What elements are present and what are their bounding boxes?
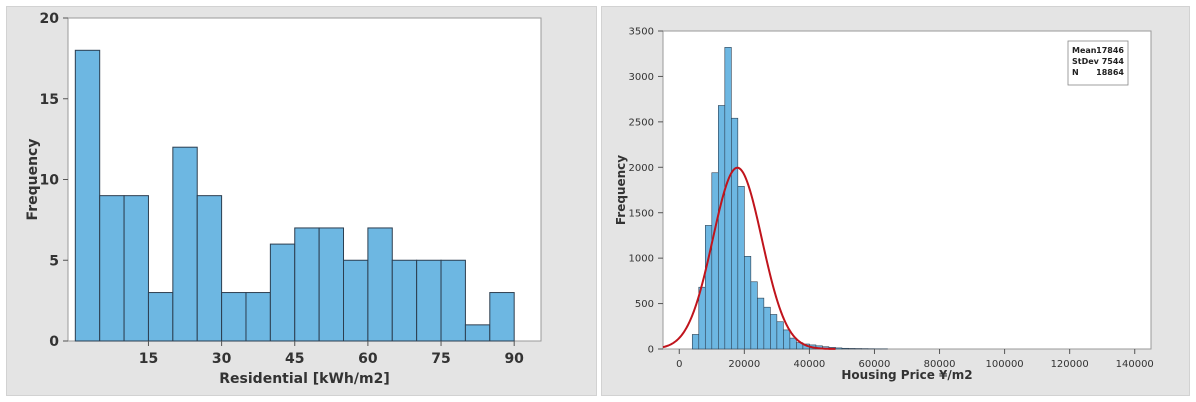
normal-fit-curve [662,166,836,350]
residential-bar [74,49,101,342]
stats-legend-box [1067,40,1129,86]
y-tick-label: 20 [40,11,60,27]
residential-bar [489,292,515,342]
x-tick-label: 40000 [793,359,825,370]
residential-bar [367,227,393,342]
y-tick-label: 10 [40,173,60,189]
housing-price-bar [698,286,706,350]
x-tick-label: 90 [504,351,524,367]
y-tick-label: 3000 [629,72,654,83]
residential-histogram-panel: 0 5 10 15 20 15 30 45 60 75 90 Residential [kWh/m2]… [6,6,597,396]
residential-bar [196,195,223,342]
housing-price-bar [750,281,758,350]
x-axis-title: Residential [kWh/m2] [219,371,389,387]
x-tick-label: 20000 [728,359,760,370]
x-axis-title: Housing Price ¥/m2 [841,368,972,382]
residential-bar [440,259,466,342]
residential-bar [391,259,418,342]
housing-price-bar [757,297,765,350]
housing-price-bar [835,347,843,350]
y-tick-label: 0 [49,334,59,350]
housing-price-bar [763,306,771,350]
housing-price-bar [737,186,745,350]
x-tick-label: 30 [212,351,232,367]
stats-value-n: 18864 [1096,68,1124,77]
residential-bar [416,259,442,342]
y-tick-label: 1500 [629,208,654,219]
x-tick-label: 100000 [986,359,1024,370]
x-tick-label: 0 [676,359,682,370]
x-tick-label: 140000 [1116,359,1154,370]
stats-label-mean: Mean [1072,46,1097,55]
y-tick-label: 2000 [629,163,654,174]
y-tick-label: 2500 [629,117,654,128]
housing-price-bar [711,172,719,350]
residential-bar [464,324,491,342]
housing-price-bar [783,329,791,350]
y-tick-label: 0 [648,345,654,356]
housing-price-bar [776,321,784,350]
housing-price-bar [744,256,752,350]
residential-bar [318,227,345,342]
housing-price-bar [841,347,849,350]
housing-price-bar [731,117,739,350]
x-tick-label: 60 [358,351,378,367]
y-axis-title: Frequency [614,155,628,225]
stats-value-stdev: 7544 [1102,57,1125,66]
stats-label-n: N [1072,68,1079,77]
residential-bar [269,243,296,342]
housing-price-bar [724,47,732,350]
housing-price-histogram: 0 500 1000 1500 2000 2500 3000 3500 0 20000 40000 6… [614,27,1154,382]
housing-price-bar [789,337,797,350]
housing-price-bar [848,348,856,350]
residential-histogram: 0 5 10 15 20 15 30 45 60 75 90 Residential [kWh/m2]… [25,11,542,387]
housing-price-histogram-panel: 0 500 1000 1500 2000 2500 3000 3500 0 20000 40000 6… [601,6,1190,396]
housing-price-bar [770,314,778,350]
housing-price-bar [691,334,700,350]
residential-bar [172,146,198,342]
y-tick-label: 15 [40,92,59,108]
residential-bar [294,227,320,342]
y-tick-label: 1000 [629,254,654,265]
y-tick-label: 500 [635,299,654,310]
x-tick-label: 45 [285,351,304,367]
residential-bar [99,195,125,342]
residential-bar [221,292,247,342]
x-tick-label: 15 [139,351,158,367]
x-tick-label: 80000 [924,359,956,370]
y-tick-label: 5 [49,253,59,269]
stats-value-mean: 17846 [1096,46,1124,55]
residential-bar [123,195,149,342]
x-tick-label: 120000 [1051,359,1089,370]
x-tick-label: 60000 [859,359,891,370]
residential-bar [245,292,271,342]
y-axis-title: Frequency [25,139,41,221]
x-tick-label: 75 [431,351,450,367]
stats-label-stdev: StDev [1072,57,1100,66]
y-tick-label: 3500 [629,27,654,38]
residential-bar [343,259,369,342]
housing-price-bar [718,105,726,350]
residential-bar [147,292,174,342]
